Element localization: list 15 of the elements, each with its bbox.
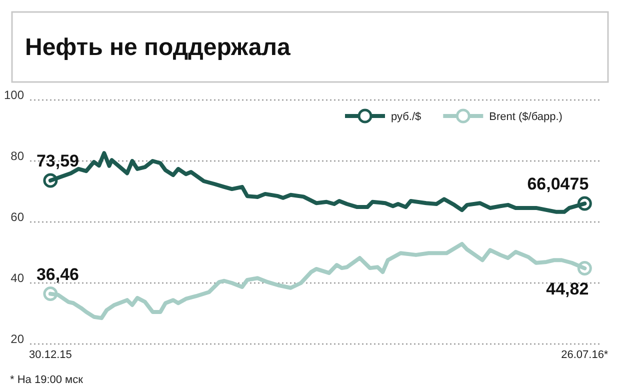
- annotation: 73,59: [36, 152, 79, 171]
- x-tick-label: 26.07.16*: [561, 348, 609, 361]
- chart-title: Нефть не поддержала: [25, 34, 291, 61]
- annotation: 66,0475: [527, 174, 589, 194]
- legend-label: Brent ($/барр.): [489, 111, 562, 123]
- x-tick-label: 30.12.15: [29, 348, 72, 361]
- y-tick-label: 40: [10, 270, 24, 285]
- y-tick-label: 20: [10, 332, 24, 346]
- y-tick-label: 60: [10, 210, 24, 224]
- annotation: 44,82: [546, 279, 589, 298]
- y-tick-label: 80: [10, 148, 24, 163]
- text: * На 19:00 мск: [10, 374, 84, 386]
- annotation: 36,46: [36, 264, 79, 284]
- y-tick-label: 100: [4, 88, 24, 102]
- legend-label: руб./$: [391, 111, 422, 123]
